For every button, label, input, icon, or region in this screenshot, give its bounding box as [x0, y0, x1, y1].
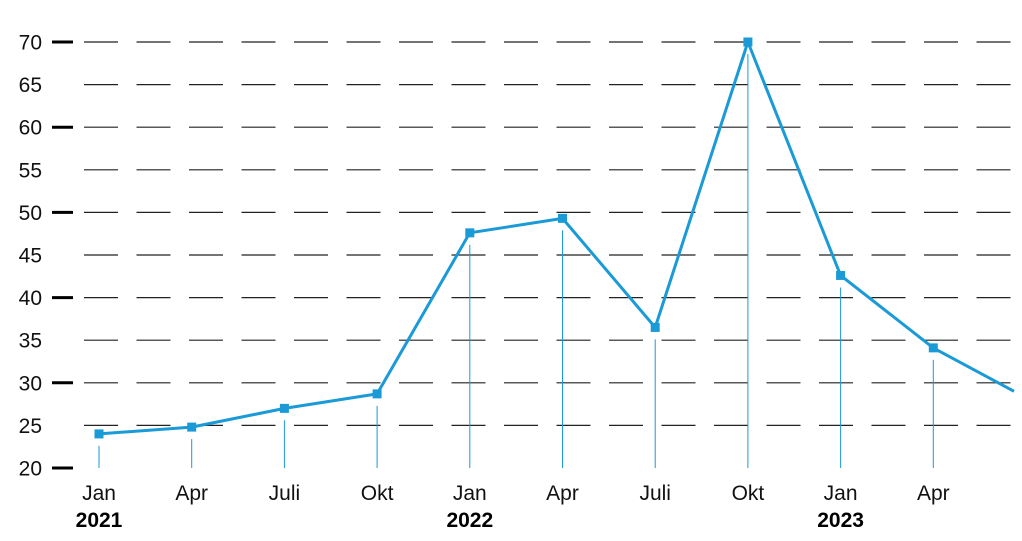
x-tick-label-3: Okt: [361, 482, 394, 505]
grid-lines: [84, 41, 1016, 426]
data-point-0: [94, 429, 104, 439]
x-tick-label-8: Jan: [824, 482, 858, 505]
y-tick-label-60: 60: [19, 117, 42, 140]
x-tick-label-4: Jan: [453, 482, 487, 505]
x-tick-label-5: Apr: [546, 482, 579, 505]
year-label-2021: 2021: [76, 509, 123, 532]
y-axis: 20 25 30 35 40 45 50 55 60 65 70: [19, 32, 73, 481]
data-point-6: [650, 322, 660, 332]
y-tick-label-30: 30: [19, 372, 42, 395]
data-point-9: [928, 343, 938, 353]
series-line: [98, 40, 1015, 436]
drop-lines: [98, 54, 934, 468]
x-axis: Jan Apr Juli Okt Jan Apr Juli Okt Jan Apr 2021 2022…: [76, 482, 950, 532]
data-point-2: [279, 403, 289, 413]
y-tick-label-40: 40: [19, 287, 42, 310]
y-tick-label-70: 70: [19, 32, 42, 55]
x-tick-label-9: Apr: [917, 482, 950, 505]
data-point-4: [465, 228, 475, 238]
y-tick-label-50: 50: [19, 202, 42, 225]
series-line-layer: [98, 40, 1015, 436]
series-markers: [94, 37, 938, 439]
y-tick-label-65: 65: [19, 74, 42, 97]
x-tick-label-6: Juli: [639, 482, 671, 505]
data-point-8: [836, 270, 846, 280]
y-tick-label-25: 25: [19, 415, 42, 438]
x-tick-label-7: Okt: [732, 482, 765, 505]
year-label-2023: 2023: [817, 509, 864, 532]
y-tick-label-45: 45: [19, 245, 42, 268]
y-tick-label-55: 55: [19, 159, 42, 182]
y-tick-label-35: 35: [19, 330, 42, 353]
y-tick-label-20: 20: [19, 458, 42, 481]
data-point-1: [187, 422, 197, 432]
x-tick-label-1: Apr: [175, 482, 208, 505]
year-label-2022: 2022: [446, 509, 493, 532]
data-point-5: [558, 213, 567, 223]
data-point-7: [743, 37, 753, 47]
x-tick-label-2: Juli: [269, 482, 301, 505]
data-point-3: [372, 389, 382, 399]
x-tick-label-0: Jan: [82, 482, 116, 505]
